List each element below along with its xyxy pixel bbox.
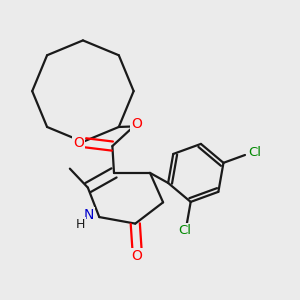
Text: N: N: [84, 208, 94, 222]
Text: O: O: [131, 249, 142, 263]
Text: Cl: Cl: [178, 224, 191, 237]
Text: O: O: [73, 136, 84, 150]
Text: Cl: Cl: [248, 146, 261, 160]
Text: O: O: [131, 117, 142, 131]
Text: H: H: [76, 218, 85, 231]
